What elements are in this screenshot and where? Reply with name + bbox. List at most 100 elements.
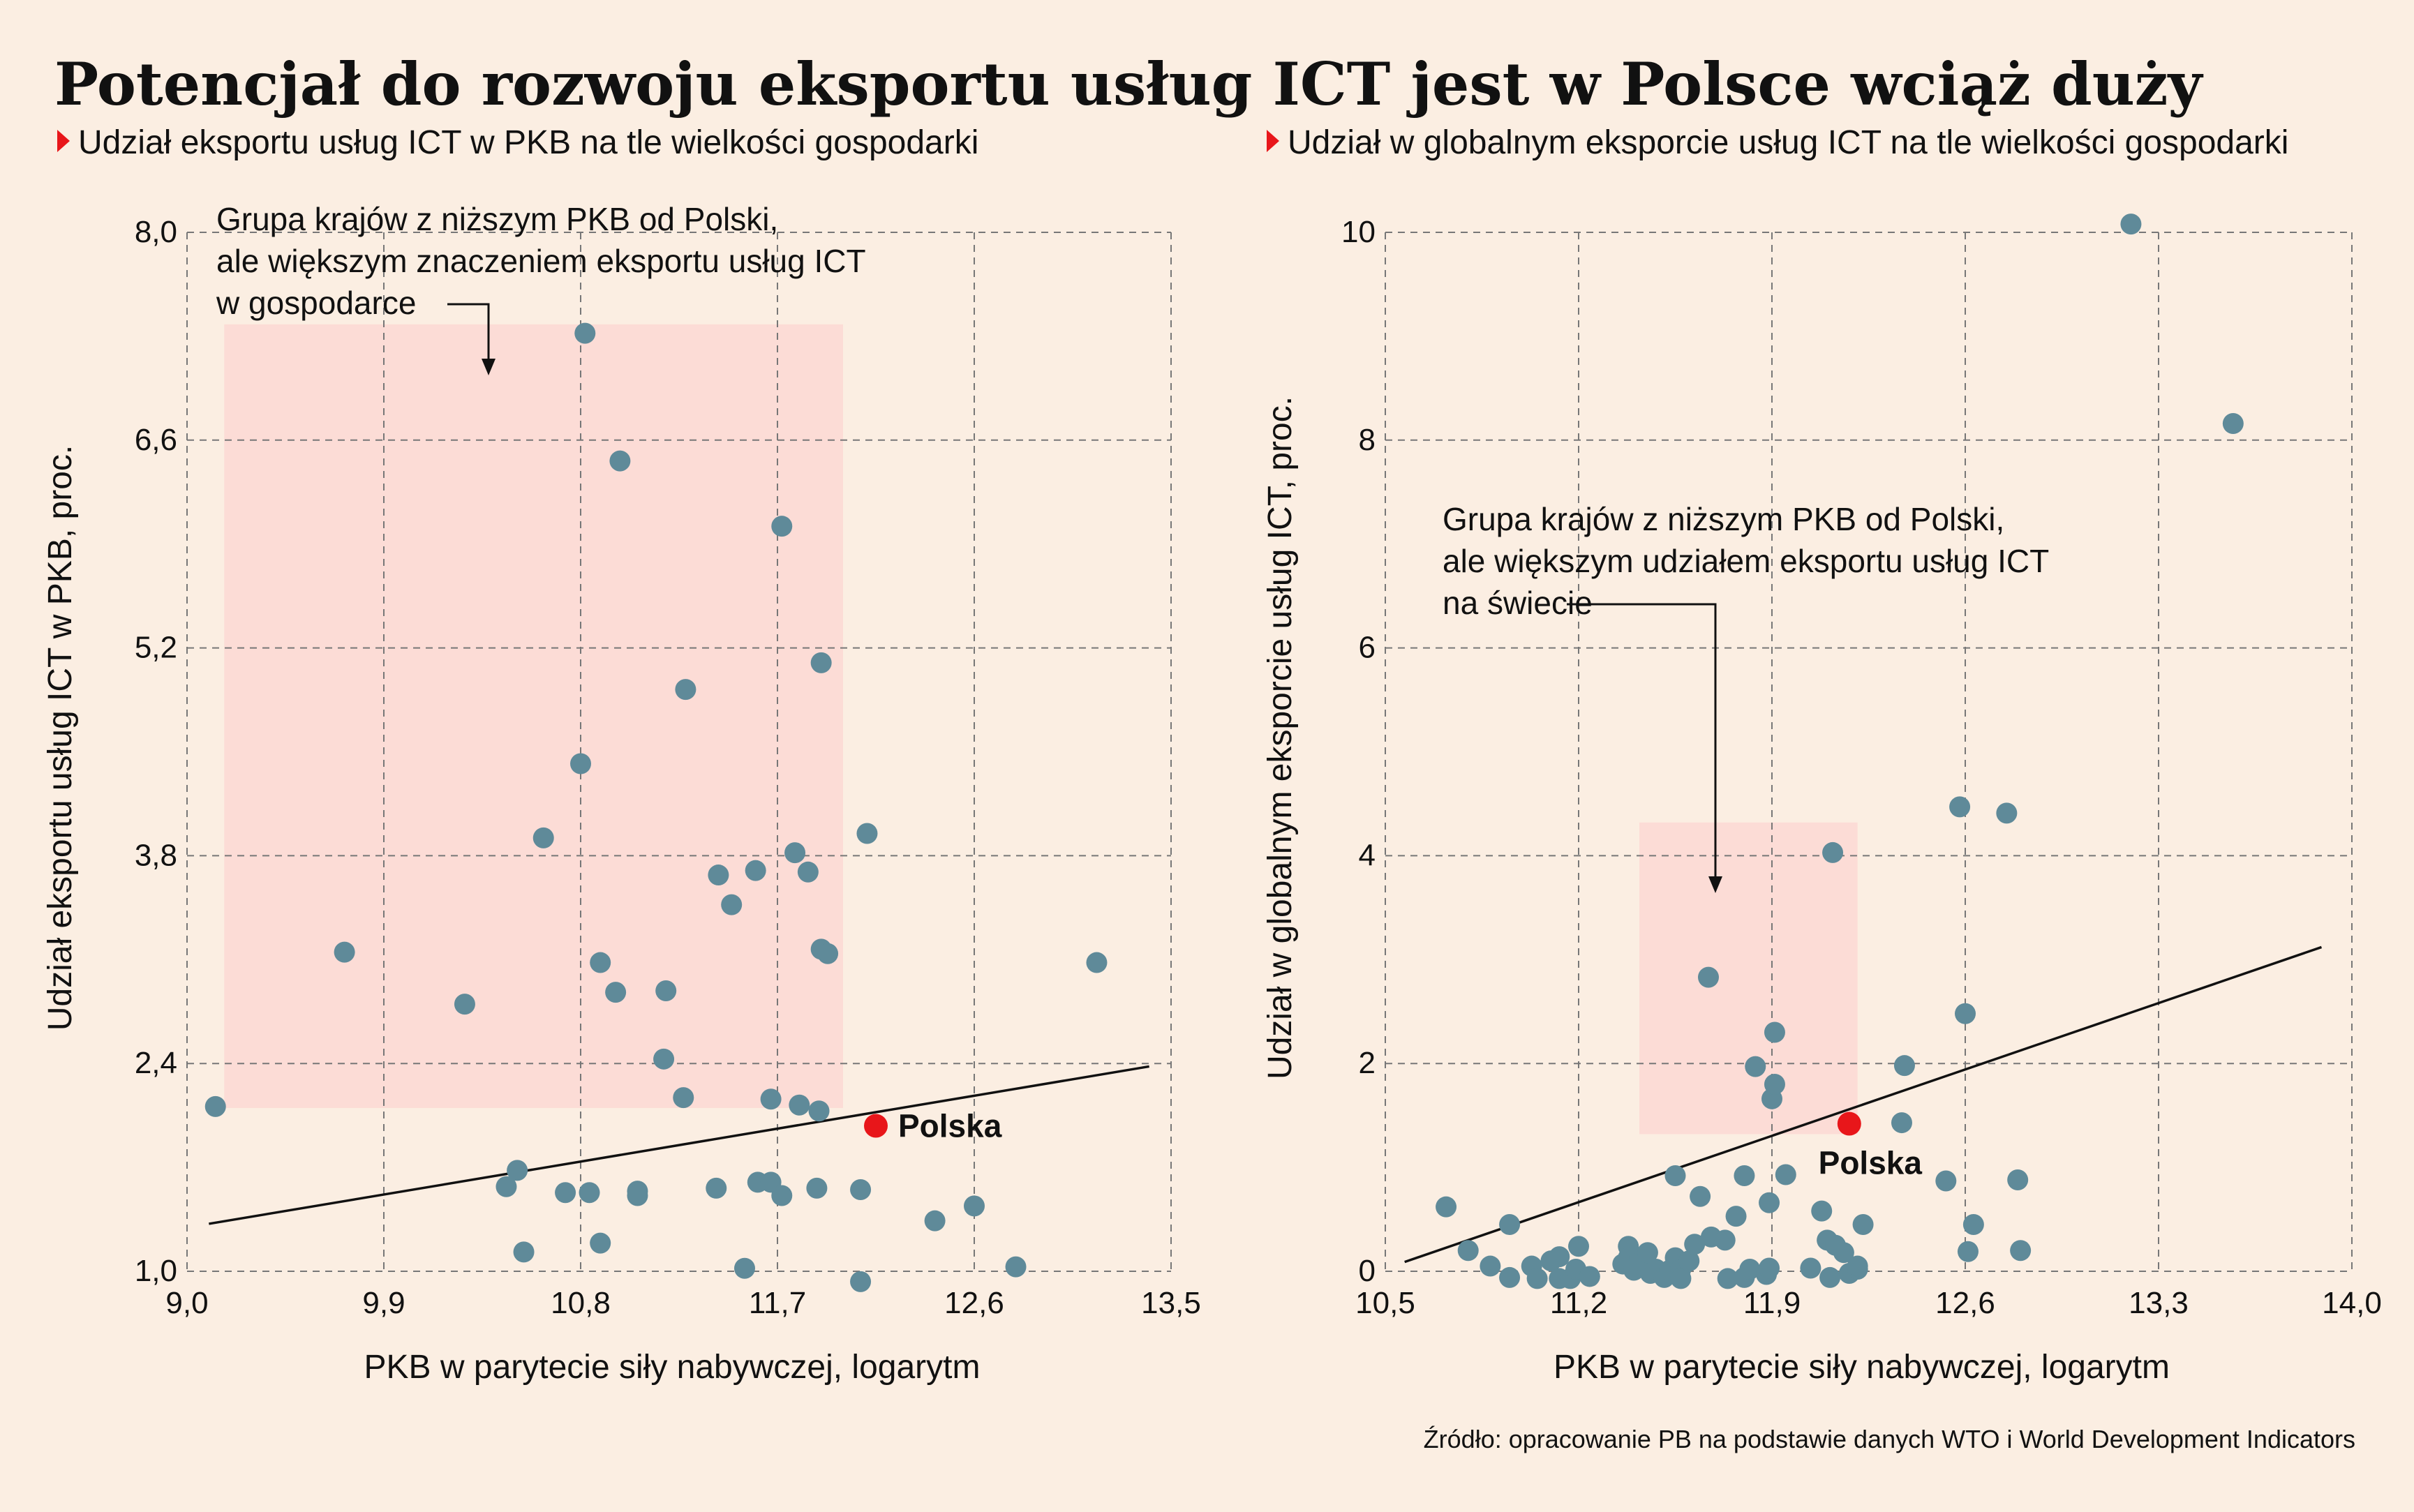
left-data-point — [507, 1160, 528, 1181]
right-data-point — [2007, 1169, 2029, 1190]
left-x-tick-label: 9,9 — [362, 1286, 405, 1320]
left-data-point — [334, 941, 355, 963]
left-data-point — [810, 652, 832, 673]
right-data-point — [1684, 1234, 1706, 1255]
left-x-tick-label: 13,5 — [1141, 1286, 1201, 1320]
left-data-point — [673, 1087, 694, 1109]
right-x-tick-label: 13,3 — [2129, 1286, 2189, 1320]
right-data-point — [1962, 1213, 1984, 1235]
right-data-point — [1811, 1200, 1833, 1222]
left-data-point — [590, 1232, 611, 1254]
right-data-point — [1745, 1056, 1766, 1077]
right-data-point — [1526, 1268, 1548, 1289]
left-y-tick-label: 8,0 — [135, 215, 177, 249]
left-data-point — [850, 1179, 872, 1201]
left-data-point — [655, 980, 677, 1001]
right-highlight-point — [1837, 1111, 1861, 1136]
right-y-tick-label: 10 — [1341, 215, 1376, 249]
left-data-point — [590, 952, 611, 973]
left-data-point — [496, 1176, 517, 1197]
left-data-point — [706, 1177, 727, 1199]
right-annotation-leader — [1567, 603, 1717, 879]
left-data-point — [850, 1271, 872, 1292]
left-data-point — [806, 1177, 828, 1199]
right-data-point — [1852, 1213, 1874, 1235]
right-y-axis-label: Udział w globalnym eksporcie usług ICT, … — [1262, 396, 1299, 1079]
left-annotation-arrow-icon — [482, 359, 496, 375]
right-data-point — [1664, 1165, 1686, 1187]
right-data-point — [1949, 796, 1971, 818]
left-x-tick-label: 12,6 — [944, 1286, 1004, 1320]
left-data-point — [532, 827, 554, 848]
right-data-point — [1957, 1241, 1979, 1262]
left-data-point — [924, 1210, 946, 1232]
left-trend-line — [209, 1065, 1149, 1225]
left-annotation-leader — [447, 303, 490, 361]
left-annotation-line: ale większym znaczeniem eksportu usług I… — [216, 243, 866, 279]
right-data-point — [1717, 1268, 1738, 1289]
right-data-point — [1697, 966, 1719, 988]
left-annotation-line: w gospodarce — [216, 285, 416, 321]
right-subtitle-marker-icon — [1267, 130, 1279, 152]
left-x-tick-label: 10,8 — [551, 1286, 611, 1320]
right-data-point — [1670, 1268, 1692, 1289]
left-y-tick-label: 2,4 — [135, 1046, 177, 1080]
right-trend-line — [1404, 945, 2323, 1264]
left-data-point — [513, 1241, 535, 1263]
left-data-point — [555, 1182, 576, 1204]
left-data-point — [771, 1185, 793, 1206]
left-data-point — [771, 516, 793, 537]
right-x-tick-label: 11,9 — [1743, 1286, 1801, 1320]
left-data-point — [204, 1095, 226, 1117]
right-data-point — [1847, 1255, 1868, 1277]
right-y-tick-label: 6 — [1359, 631, 1376, 665]
right-y-tick-label: 4 — [1359, 838, 1376, 872]
right-annotation-line: na świecie — [1443, 585, 1593, 621]
left-data-point — [721, 894, 743, 915]
left-data-point — [734, 1257, 755, 1279]
right-data-point — [1833, 1242, 1854, 1264]
right-data-point — [1800, 1257, 1821, 1279]
left-data-point — [797, 861, 819, 883]
right-data-point — [1893, 1055, 1915, 1077]
left-data-point — [708, 864, 729, 886]
left-highlight-label: Polska — [898, 1108, 1002, 1144]
left-x-axis-label: PKB w parytecie siły nabywczej, logarytm — [364, 1349, 981, 1386]
right-subtitle: Udział w globalnym eksporcie usług ICT n… — [1288, 124, 2288, 161]
right-data-point — [1579, 1266, 1600, 1287]
left-data-point — [789, 1094, 810, 1116]
right-data-point — [1549, 1246, 1570, 1268]
right-data-point — [1822, 841, 1844, 863]
right-data-point — [1499, 1213, 1521, 1235]
right-y-tick-label: 2 — [1359, 1046, 1376, 1080]
left-highlight-point — [864, 1114, 888, 1138]
left-data-point — [570, 753, 591, 774]
left-data-point — [454, 994, 475, 1015]
left-y-axis-label: Udział eksportu usług ICT w PKB, proc. — [42, 445, 79, 1031]
left-data-point — [653, 1048, 675, 1070]
left-y-tick-label: 6,6 — [135, 423, 177, 457]
right-data-point — [1457, 1240, 1479, 1262]
right-data-point — [1759, 1257, 1780, 1279]
left-data-point — [760, 1088, 782, 1110]
left-data-point — [609, 450, 631, 472]
right-x-tick-label: 10,5 — [1355, 1286, 1415, 1320]
right-data-point — [1690, 1185, 1711, 1207]
left-data-point — [817, 943, 839, 964]
left-data-point — [964, 1195, 985, 1217]
right-data-point — [2222, 412, 2244, 434]
right-data-point — [1725, 1206, 1747, 1227]
right-data-point — [1891, 1112, 1912, 1134]
left-subtitle: Udział eksportu usług ICT w PKB na tle w… — [78, 124, 978, 161]
right-data-point — [1819, 1266, 1841, 1288]
source-note: Źródło: opracowanie PB na podstawie dany… — [1424, 1425, 2355, 1453]
right-data-point — [1637, 1242, 1658, 1264]
right-data-point — [1775, 1164, 1796, 1185]
right-data-point — [2010, 1240, 2032, 1262]
left-data-point — [808, 1100, 830, 1122]
left-data-point — [1005, 1256, 1027, 1278]
left-y-tick-label: 3,8 — [135, 838, 177, 872]
right-annotation-line: Grupa krajów z niższym PKB od Polski, — [1443, 501, 2004, 537]
right-y-tick-label: 8 — [1359, 423, 1376, 457]
